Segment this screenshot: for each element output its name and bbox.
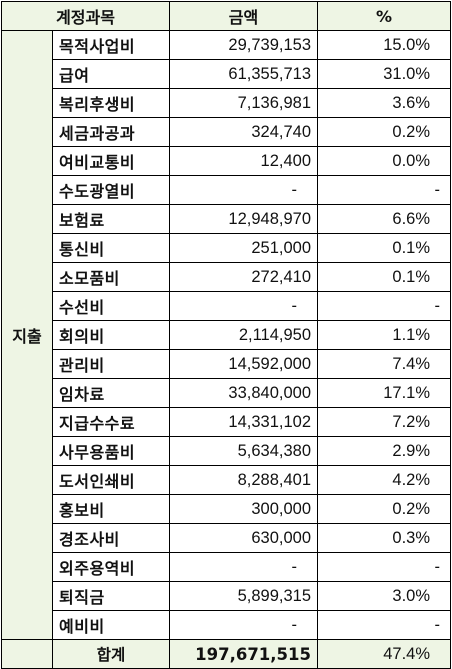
amount-cell: - <box>169 552 319 582</box>
percent-cell: 0.3% <box>317 523 452 553</box>
percent-cell: 3.0% <box>317 581 452 611</box>
table-row: 도서인쇄비 8,288,401 4.2% <box>2 465 452 495</box>
account-subject: 여비교통비 <box>51 146 171 176</box>
account-subject: 통신비 <box>51 233 171 263</box>
amount-cell: 5,634,380 <box>169 436 319 466</box>
percent-cell: 0.0% <box>317 146 452 176</box>
header-row: 계정과목 금액 % <box>0 1 452 31</box>
account-subject: 도서인쇄비 <box>51 465 171 495</box>
amount-cell: 2,114,950 <box>169 320 319 350</box>
percent-cell: 15.0% <box>317 30 452 60</box>
percent-cell: 7.2% <box>317 407 452 437</box>
percent-cell: 0.2% <box>317 117 452 147</box>
table-row: 수도광열비 - - <box>2 175 452 205</box>
table-row: 지급수수료 14,331,102 7.2% <box>2 407 452 437</box>
account-subject: 예비비 <box>51 610 171 640</box>
percent-cell: - <box>317 175 452 205</box>
amount-cell: 61,355,713 <box>169 59 319 89</box>
account-subject: 관리비 <box>51 349 171 379</box>
percent-cell: 6.6% <box>317 204 452 234</box>
amount-cell: - <box>169 610 319 640</box>
account-subject: 소모품비 <box>51 262 171 292</box>
amount-cell: 5,899,315 <box>169 581 319 611</box>
percent-cell: - <box>317 610 452 640</box>
account-subject: 급여 <box>51 59 171 89</box>
amount-cell: 300,000 <box>169 494 319 524</box>
table-row: 소모품비 272,410 0.1% <box>2 262 452 292</box>
percent-cell: 1.1% <box>317 320 452 350</box>
percent-cell: 2.9% <box>317 436 452 466</box>
percent-cell: 31.0% <box>317 59 452 89</box>
percent-cell: - <box>317 291 452 321</box>
amount-cell: 272,410 <box>169 262 319 292</box>
table-row: 세금과공과 324,740 0.2% <box>2 117 452 147</box>
account-subject: 경조사비 <box>51 523 171 553</box>
total-label: 합계 <box>51 639 171 669</box>
account-subject: 복리후생비 <box>51 88 171 118</box>
header-amount: 금액 <box>169 1 319 31</box>
table-row: 수선비 - - <box>2 291 452 321</box>
amount-cell: 14,592,000 <box>169 349 319 379</box>
account-subject: 보험료 <box>51 204 171 234</box>
total-row: 합계 197,671,515 47.4% <box>1 639 452 669</box>
amount-cell: 8,288,401 <box>169 465 319 495</box>
table-row: 통신비 251,000 0.1% <box>2 233 452 263</box>
amount-cell: 33,840,000 <box>169 378 319 408</box>
percent-cell: 7.4% <box>317 349 452 379</box>
percent-cell: 0.1% <box>317 262 452 292</box>
account-subject: 수선비 <box>51 291 171 321</box>
total-amount: 197,671,515 <box>169 639 319 669</box>
total-spacer <box>1 639 53 669</box>
amount-cell: 630,000 <box>169 523 319 553</box>
header-percent: % <box>317 1 452 31</box>
amount-cell: - <box>169 175 319 205</box>
amount-cell: 29,739,153 <box>169 30 319 60</box>
header-subject: 계정과목 <box>0 1 171 31</box>
percent-cell: 3.6% <box>317 88 452 118</box>
account-subject: 외주용역비 <box>51 552 171 582</box>
account-subject: 수도광열비 <box>51 175 171 205</box>
amount-cell: 324,740 <box>169 117 319 147</box>
table-row: 지출 목적사업비 29,739,153 15.0% <box>1 30 452 640</box>
amount-cell: 14,331,102 <box>169 407 319 437</box>
account-subject: 임차료 <box>51 378 171 408</box>
amount-cell: 251,000 <box>169 233 319 263</box>
amount-cell: - <box>169 291 319 321</box>
expense-rows: 지출 목적사업비 29,739,153 15.0% 급여 61,355,713 31.0% 복… <box>1 30 452 640</box>
percent-cell: 0.1% <box>317 233 452 263</box>
table-row: 사무용품비 5,634,380 2.9% <box>2 436 452 466</box>
account-subject: 목적사업비 <box>51 30 171 60</box>
table-row: 퇴직금 5,899,315 3.0% <box>2 581 452 611</box>
group-label: 지출 <box>1 30 53 640</box>
table-row: 외주용역비 - - <box>2 552 452 582</box>
table-row: 경조사비 630,000 0.3% <box>2 523 452 553</box>
table-row: 임차료 33,840,000 17.1% <box>2 378 452 408</box>
amount-cell: 7,136,981 <box>169 88 319 118</box>
account-subject: 회의비 <box>51 320 171 350</box>
account-subject: 지급수수료 <box>51 407 171 437</box>
account-subject: 세금과공과 <box>51 117 171 147</box>
percent-cell: 4.2% <box>317 465 452 495</box>
table-row: 급여 61,355,713 31.0% <box>2 59 452 89</box>
percent-cell: - <box>317 552 452 582</box>
table-row: 홍보비 300,000 0.2% <box>2 494 452 524</box>
table-row: 보험료 12,948,970 6.6% <box>2 204 452 234</box>
table-row: 관리비 14,592,000 7.4% <box>2 349 452 379</box>
account-subject: 사무용품비 <box>51 436 171 466</box>
total-percent: 47.4% <box>317 639 452 669</box>
account-subject: 홍보비 <box>51 494 171 524</box>
table-row: 예비비 - - <box>2 610 452 640</box>
amount-cell: 12,400 <box>169 146 319 176</box>
account-subject: 퇴직금 <box>51 581 171 611</box>
table-row: 여비교통비 12,400 0.0% <box>2 146 452 176</box>
table-row: 복리후생비 7,136,981 3.6% <box>2 88 452 118</box>
percent-cell: 17.1% <box>317 378 452 408</box>
table-row: 회의비 2,114,950 1.1% <box>2 320 452 350</box>
amount-cell: 12,948,970 <box>169 204 319 234</box>
percent-cell: 0.2% <box>317 494 452 524</box>
